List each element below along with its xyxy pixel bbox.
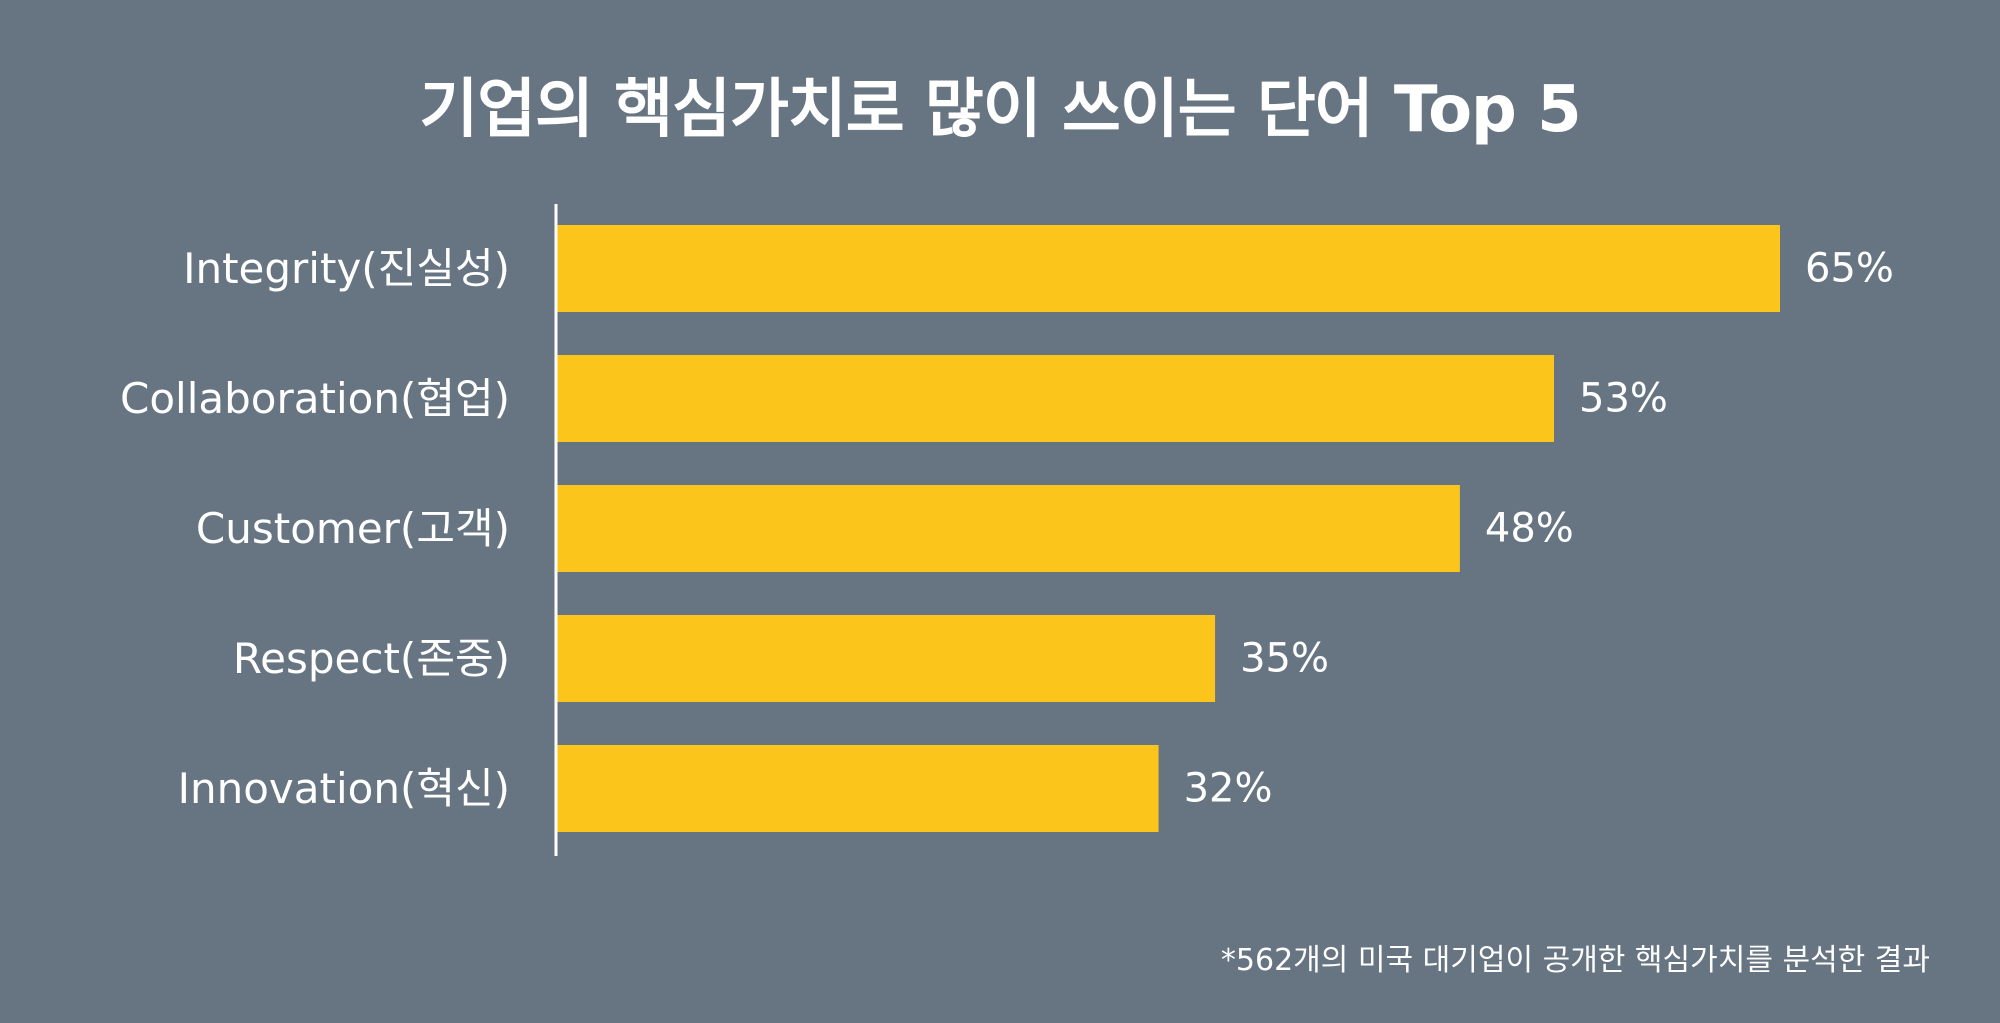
chart-title: 기업의 핵심가치로 많이 쓰이는 단어 Top 5 [419, 73, 1581, 147]
bar [556, 485, 1460, 572]
value-label: 65% [1805, 246, 1894, 292]
value-label: 32% [1184, 766, 1273, 812]
value-label: 35% [1240, 636, 1329, 682]
bar [556, 745, 1159, 832]
bar [556, 225, 1780, 312]
bar [556, 355, 1555, 442]
category-label: Innovation(혁신) [178, 764, 510, 813]
chart-footnote: *562개의 미국 대기업이 공개한 핵심가치를 분석한 결과 [1220, 943, 1930, 978]
bar [556, 615, 1216, 702]
category-label: Respect(존중) [233, 634, 510, 683]
value-label: 48% [1485, 506, 1574, 552]
value-label: 53% [1579, 376, 1668, 422]
category-label: Integrity(진실성) [183, 244, 510, 293]
category-label: Collaboration(협업) [120, 374, 510, 423]
category-label: Customer(고객) [196, 504, 510, 553]
